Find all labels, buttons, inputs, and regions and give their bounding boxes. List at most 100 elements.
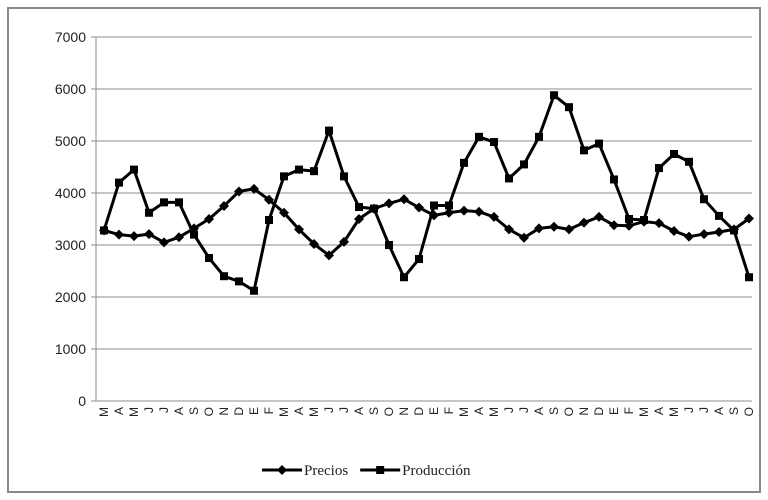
point bbox=[445, 201, 453, 210]
point bbox=[730, 226, 738, 235]
point bbox=[594, 211, 604, 222]
point bbox=[219, 201, 229, 211]
point bbox=[114, 229, 124, 240]
y-tick-label: 4000 bbox=[55, 185, 86, 201]
point bbox=[130, 165, 138, 174]
x-tick-label: M bbox=[307, 407, 321, 417]
x-tick-label: M bbox=[637, 407, 651, 417]
x-tick-label: F bbox=[442, 407, 456, 414]
x-tick-label: E bbox=[247, 407, 261, 415]
legend-label: Producción bbox=[402, 463, 471, 479]
x-tick-label: J bbox=[517, 407, 531, 413]
point bbox=[654, 218, 664, 229]
point bbox=[159, 237, 169, 248]
x-tick-label: E bbox=[607, 407, 621, 415]
x-tick-label: A bbox=[292, 407, 306, 415]
x-tick-label: D bbox=[592, 407, 606, 416]
x-tick-label: J bbox=[337, 407, 351, 413]
x-tick-label: M bbox=[127, 407, 141, 417]
x-tick-label: J bbox=[322, 407, 336, 413]
point bbox=[475, 132, 483, 141]
point bbox=[535, 132, 543, 141]
legend-marker bbox=[376, 466, 385, 474]
x-tick-label: A bbox=[352, 407, 366, 415]
x-tick-label: S bbox=[727, 407, 741, 415]
point bbox=[294, 224, 304, 235]
point bbox=[520, 160, 528, 169]
x-tick-label: A bbox=[712, 407, 726, 415]
point bbox=[744, 213, 754, 224]
point bbox=[459, 205, 469, 216]
point bbox=[684, 231, 694, 242]
point bbox=[579, 217, 589, 228]
point bbox=[699, 229, 709, 240]
point bbox=[595, 139, 603, 148]
point bbox=[250, 286, 258, 295]
y-tick-label: 2000 bbox=[55, 289, 86, 305]
point bbox=[310, 167, 318, 176]
point bbox=[400, 273, 408, 282]
x-tick-label: E bbox=[427, 407, 441, 415]
x-tick-label: J bbox=[502, 407, 516, 413]
point bbox=[115, 178, 123, 187]
x-tick-label: M bbox=[667, 407, 681, 417]
point bbox=[279, 207, 289, 218]
point bbox=[655, 164, 663, 173]
point bbox=[504, 224, 514, 235]
x-tick-label: S bbox=[547, 407, 561, 415]
point bbox=[190, 230, 198, 239]
point bbox=[415, 255, 423, 264]
y-tick-label: 5000 bbox=[55, 133, 86, 149]
x-tick-label: N bbox=[397, 407, 411, 416]
point bbox=[325, 126, 333, 135]
x-tick-label: O bbox=[742, 407, 756, 416]
point bbox=[309, 238, 319, 249]
point bbox=[685, 157, 693, 166]
legend-marker bbox=[277, 465, 287, 475]
x-tick-label: O bbox=[202, 407, 216, 416]
point bbox=[430, 201, 438, 210]
x-tick-label: J bbox=[697, 407, 711, 413]
point bbox=[355, 203, 363, 212]
point bbox=[624, 220, 634, 231]
point bbox=[129, 231, 139, 242]
point bbox=[144, 229, 154, 240]
point bbox=[474, 206, 484, 217]
point bbox=[715, 211, 723, 220]
point bbox=[339, 236, 349, 247]
point bbox=[505, 174, 513, 183]
x-tick-label: S bbox=[187, 407, 201, 415]
point bbox=[745, 273, 753, 282]
point bbox=[174, 232, 184, 243]
point bbox=[399, 194, 409, 205]
point bbox=[370, 204, 378, 213]
point bbox=[489, 211, 499, 222]
x-tick-label: A bbox=[652, 407, 666, 415]
x-tick-label: J bbox=[682, 407, 696, 413]
x-tick-label: A bbox=[172, 407, 186, 415]
point bbox=[669, 225, 679, 236]
chart-frame bbox=[7, 7, 761, 493]
y-tick-label: 3000 bbox=[55, 237, 86, 253]
x-tick-label: A bbox=[532, 407, 546, 415]
point bbox=[234, 186, 244, 197]
point bbox=[700, 195, 708, 204]
point bbox=[264, 194, 274, 205]
y-tick-label: 1000 bbox=[55, 341, 86, 357]
point bbox=[280, 172, 288, 181]
point bbox=[444, 207, 454, 218]
x-tick-label: J bbox=[157, 407, 171, 413]
point bbox=[324, 250, 334, 261]
point bbox=[220, 272, 228, 281]
x-tick-label: F bbox=[622, 407, 636, 414]
x-tick-label: A bbox=[472, 407, 486, 415]
point bbox=[714, 227, 724, 237]
point bbox=[519, 232, 529, 243]
point bbox=[160, 198, 168, 207]
point bbox=[414, 202, 424, 213]
point bbox=[249, 183, 259, 194]
point bbox=[490, 138, 498, 147]
x-tick-label: D bbox=[232, 407, 246, 416]
